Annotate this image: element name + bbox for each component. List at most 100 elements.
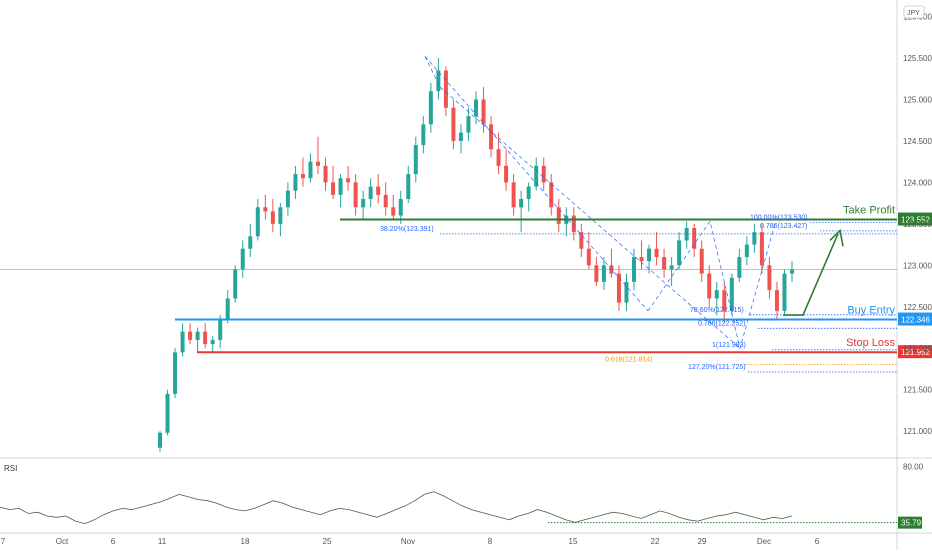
candle-body (451, 107, 456, 141)
candle-body (519, 198, 524, 208)
currency-box (903, 5, 925, 19)
level-badge-value: 123.552 (901, 216, 930, 225)
candle-body (240, 248, 245, 270)
fib-label: 100.00%(123.530) (750, 214, 808, 221)
time-axis: 7 Oct 6 11 18 25 Nov 8 15 22 29 Dec 6 (1, 537, 820, 546)
candle-body (647, 248, 652, 262)
candle-body (496, 149, 501, 166)
candle-body (790, 269, 794, 274)
time-tick-label: 8 (488, 537, 493, 546)
candle-body (729, 277, 734, 311)
candle-body (165, 393, 170, 433)
candle-body (263, 207, 268, 212)
candle-body (195, 331, 200, 340)
candle-body (398, 198, 403, 216)
candle-body (421, 124, 426, 146)
candle-body (782, 273, 787, 311)
time-tick-label: 6 (111, 537, 116, 546)
candle-body (774, 290, 779, 311)
price-tick-label: 121.000 (903, 427, 932, 436)
candle-body (285, 190, 290, 208)
candle-body (662, 257, 667, 270)
channel-line-upper (424, 56, 649, 312)
candle-body (571, 215, 576, 233)
time-tick-label: Oct (56, 537, 69, 546)
candle-body (504, 165, 509, 183)
time-tick-label: 25 (323, 537, 332, 546)
candle-body (225, 298, 230, 320)
candle-body (376, 186, 381, 195)
candle-body (346, 178, 351, 183)
level-badge (898, 312, 932, 326)
rsi-panel: RSI 80.00 35.79 (0, 462, 924, 529)
time-tick-label: 18 (241, 537, 250, 546)
candle-body (632, 257, 636, 282)
candle-body (300, 174, 305, 179)
candle-body (511, 182, 516, 208)
rsi-title: RSI (4, 464, 17, 473)
fib-label: 127.20%(121.725) (688, 364, 746, 371)
candle-body (579, 232, 584, 249)
candles (158, 58, 794, 452)
candle-body (188, 331, 193, 340)
candle-body (278, 207, 283, 224)
candle-body (255, 207, 260, 237)
price-tick-label: 124.500 (903, 137, 932, 146)
candle-body (180, 331, 185, 353)
level-badge (898, 345, 932, 359)
price-tick-label: 125.500 (903, 54, 932, 63)
rsi-value-badge (898, 516, 922, 529)
price-tick-label: 123.000 (903, 261, 932, 270)
candle-body (443, 70, 448, 108)
price-tick-label: 124.000 (903, 178, 932, 187)
candle-body (707, 273, 712, 299)
candle-body (413, 145, 418, 175)
candle-body (308, 161, 313, 179)
time-tick-label: Nov (401, 537, 415, 546)
candle-body (489, 124, 494, 150)
candle-body (474, 99, 478, 117)
fib-label: 0.786(123.427) (760, 223, 807, 230)
candle-body (714, 290, 719, 299)
price-tick-label: 122.500 (903, 303, 932, 312)
candle-body (218, 319, 223, 340)
candle-body (752, 232, 757, 245)
candle-body (759, 232, 764, 266)
price-axis: 126.000125.500125.000124.500124.000123.5… (903, 5, 932, 436)
candle-body (534, 165, 539, 187)
fib-label: 38.20%(123.391) (380, 226, 434, 233)
time-tick-label: 11 (158, 537, 167, 546)
candle-body (737, 257, 742, 278)
candle-body (383, 194, 388, 208)
candle-body (248, 236, 253, 249)
candle-body (466, 116, 471, 133)
candle-body (210, 339, 215, 345)
price-tick-label: 121.500 (903, 386, 932, 395)
time-tick-label: Dec (757, 537, 771, 546)
candle-body (654, 248, 659, 258)
candle-body (158, 432, 162, 448)
candle-body (316, 161, 320, 166)
candle-body (586, 248, 591, 266)
rsi-tick-label: 80.00 (903, 462, 924, 471)
candle-body (270, 211, 275, 224)
candle-body (338, 178, 343, 195)
candle-body (677, 240, 682, 266)
time-tick-label: 15 (569, 537, 578, 546)
level-label: Take Profit (843, 205, 895, 217)
time-tick-label: 22 (651, 537, 660, 546)
drawings: Take Profit 123.552 Buy Entry 122.346 Stop L… (175, 56, 932, 373)
candle-body (203, 331, 208, 345)
candle-body (406, 174, 411, 199)
harmonic-pattern-line (647, 220, 776, 350)
candle-body (331, 182, 336, 195)
candle-body (368, 186, 373, 199)
candle-body (458, 132, 463, 141)
candle-body (616, 273, 621, 303)
candle-body (549, 182, 554, 208)
level-badge (898, 212, 932, 226)
candle-body (391, 207, 396, 216)
candle-body (744, 244, 749, 258)
